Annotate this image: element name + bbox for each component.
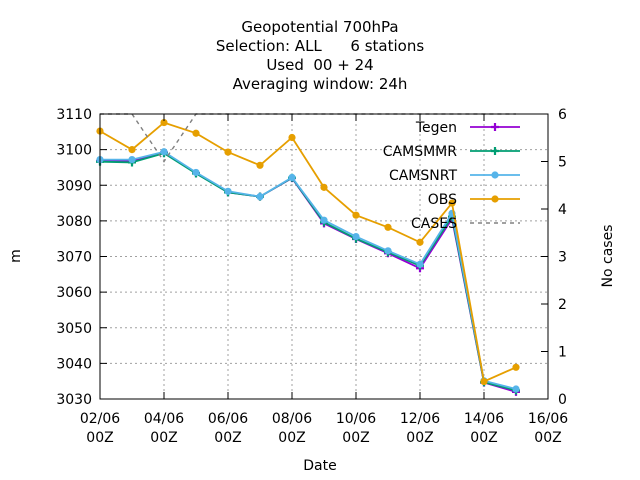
legend-label-camsmmr: CAMSMMR (383, 144, 457, 160)
series-camsnrt-point (416, 260, 424, 268)
series-camsnrt-point (384, 247, 392, 255)
x-tick-label-hour: 00Z (150, 430, 177, 446)
series-camsnrt-point (224, 187, 232, 195)
title-line-1: Geopotential 700hPa (241, 18, 398, 36)
y-tick-label: 3100 (56, 143, 92, 159)
y-tick-label: 3070 (56, 250, 92, 266)
series-line-camsnrt (100, 150, 517, 390)
legend: Tegen CAMSMMR CAMSNRT OBS CASES (383, 120, 520, 232)
x-tick-label-date: 16/06 (528, 411, 568, 427)
series-obs-point (512, 363, 520, 371)
x-tick-label-hour: 00Z (278, 430, 305, 446)
y2-tick-label: 6 (558, 107, 567, 123)
y2-axis-label: No cases (600, 225, 616, 288)
y2-tick-label: 3 (558, 250, 567, 266)
x-tick-label-hour: 00Z (86, 430, 113, 446)
series-camsnrt-point (192, 168, 200, 177)
x-tick-label-hour: 00Z (470, 430, 497, 446)
series-obs-point (224, 148, 232, 156)
y2-tick-label: 5 (558, 155, 567, 171)
series-obs-point (416, 238, 424, 246)
y-tick-label: 3030 (56, 392, 92, 408)
title-line-3: Used 00 + 24 (266, 56, 373, 74)
legend-label-obs: OBS (428, 192, 457, 208)
x-tick-label-date: 10/06 (336, 411, 376, 427)
y-tick-label: 3050 (56, 321, 92, 337)
x-tick-label-date: 12/06 (400, 411, 440, 427)
series-obs-point (160, 118, 168, 127)
y-tick-label: 3080 (56, 214, 92, 230)
y-tick-label: 3090 (56, 178, 92, 194)
series-obs-point (320, 183, 328, 191)
x-tick-label-date: 14/06 (464, 411, 504, 427)
x-tick-label-hour: 00Z (342, 430, 369, 446)
series-obs-point (256, 161, 264, 169)
x-tick-label-hour: 00Z (406, 430, 433, 446)
series-obs-point (448, 199, 456, 207)
series-obs-point (288, 133, 296, 142)
series-camsnrt (96, 148, 520, 393)
y2-tick-label: 4 (558, 202, 567, 218)
series-obs-point (352, 211, 360, 219)
y2-tick-label: 2 (558, 297, 567, 313)
series-line-obs (99, 121, 517, 383)
x-tick-label-hour: 00Z (214, 430, 241, 446)
series-camsnrt-point (352, 232, 360, 241)
series-layer (96, 113, 520, 396)
x-tick-label-date: 04/06 (144, 411, 184, 427)
y-tick-label: 3110 (56, 107, 92, 123)
series-camsnrt-point (320, 216, 328, 224)
x-tick-label-hour: 00Z (534, 430, 561, 446)
x-axis-label: Date (303, 458, 336, 474)
series-camsmmr (96, 149, 520, 395)
axis-ticks: 3030 3040 3050 3060 3070 3080 3090 3100 3110 0 1 2 3… (56, 107, 568, 446)
series-camsnrt-point (128, 156, 136, 164)
series-line-tegen (99, 151, 517, 393)
legend-camsnrt-point (491, 171, 499, 179)
legend-camsmmr-point (491, 147, 499, 155)
series-obs-point (384, 223, 392, 231)
series-camsnrt-point (256, 193, 264, 201)
legend-label-tegen: Tegen (415, 120, 457, 136)
y-tick-label: 3040 (56, 356, 92, 372)
series-obs-point (480, 377, 488, 386)
series-camsnrt-point (160, 148, 168, 156)
title-line-2: Selection: ALL 6 stations (216, 37, 424, 55)
chart-title: Geopotential 700hPa Selection: ALL 6 sta… (216, 18, 424, 93)
title-line-4: Averaging window: 24h (233, 75, 408, 93)
y-axis-label: m (8, 249, 24, 263)
x-tick-label-date: 06/06 (208, 411, 248, 427)
legend-tegen-point (491, 123, 499, 131)
legend-obs-point (491, 195, 499, 203)
y2-tick-label: 1 (558, 345, 567, 361)
series-obs-point (128, 146, 136, 154)
legend-label-camsnrt: CAMSNRT (389, 168, 458, 184)
y2-tick-label: 0 (558, 392, 567, 408)
grid (100, 114, 548, 399)
x-tick-label-date: 08/06 (272, 411, 312, 427)
series-obs-point (192, 129, 200, 137)
series-camsnrt-point (512, 385, 520, 393)
series-line-camsmmr (99, 152, 517, 392)
legend-label-cases: CASES (411, 216, 457, 232)
y-tick-label: 3060 (56, 285, 92, 301)
x-tick-label-date: 02/06 (80, 411, 120, 427)
series-camsnrt-point (288, 173, 296, 182)
